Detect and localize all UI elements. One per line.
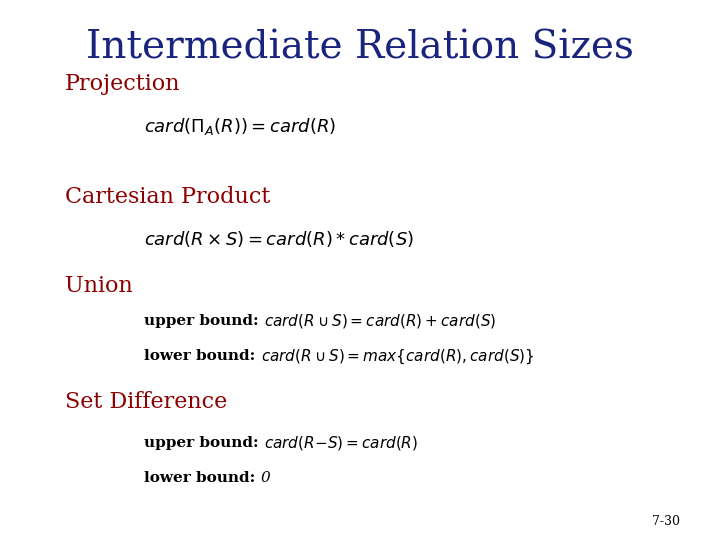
Text: $card(R \cup S) = card(R) + card(S)$: $card(R \cup S) = card(R) + card(S)$ bbox=[264, 312, 496, 330]
Text: 7-30: 7-30 bbox=[652, 515, 680, 528]
Text: Union: Union bbox=[65, 275, 132, 297]
Text: $card(R{-}S) = card(R)$: $card(R{-}S) = card(R)$ bbox=[264, 434, 418, 452]
Text: Intermediate Relation Sizes: Intermediate Relation Sizes bbox=[86, 30, 634, 67]
Text: Set Difference: Set Difference bbox=[65, 392, 227, 413]
Text: upper bound:: upper bound: bbox=[144, 436, 264, 450]
Text: upper bound:: upper bound: bbox=[144, 314, 264, 328]
Text: lower bound:: lower bound: bbox=[144, 471, 261, 485]
Text: $card(\Pi_A(R))=card(R)$: $card(\Pi_A(R))=card(R)$ bbox=[144, 117, 336, 137]
Text: 0: 0 bbox=[261, 471, 270, 485]
Text: Projection: Projection bbox=[65, 73, 180, 94]
Text: $card(R \times S) = card(R) * card(S)$: $card(R \times S) = card(R) * card(S)$ bbox=[144, 228, 414, 249]
Text: lower bound:: lower bound: bbox=[144, 349, 261, 363]
Text: Cartesian Product: Cartesian Product bbox=[65, 186, 270, 208]
Text: $card(R \cup S) = max\{card(R), card(S)\}$: $card(R \cup S) = max\{card(R), card(S)\… bbox=[261, 347, 534, 366]
